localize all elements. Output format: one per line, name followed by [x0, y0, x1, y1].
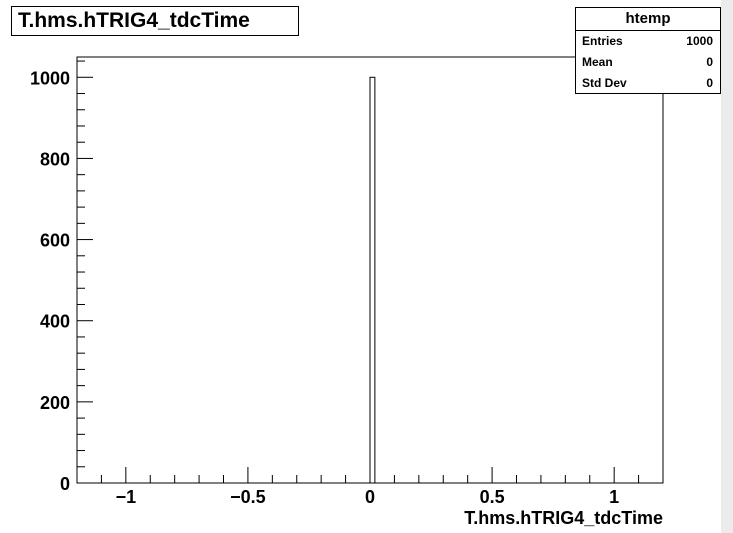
- stats-value: 1000: [686, 34, 713, 48]
- y-tick-label: 400: [40, 312, 70, 332]
- x-tick-label: 0.5: [480, 487, 505, 507]
- stats-title: htemp: [576, 8, 720, 31]
- y-tick-label: 800: [40, 149, 70, 169]
- stats-label: Entries: [582, 34, 623, 48]
- x-tick-label: 0: [365, 487, 375, 507]
- x-tick-label: 1: [609, 487, 619, 507]
- y-tick-label: 1000: [30, 68, 70, 88]
- stats-label: Std Dev: [582, 76, 627, 90]
- stats-box: htemp Entries 1000 Mean 0 Std Dev 0: [575, 7, 721, 94]
- stats-row-stddev: Std Dev 0: [576, 73, 720, 94]
- stats-label: Mean: [582, 55, 613, 69]
- plot-title: T.hms.hTRIG4_tdcTime: [11, 6, 299, 36]
- stats-row-mean: Mean 0: [576, 52, 720, 73]
- x-tick-label: −0.5: [230, 487, 266, 507]
- histogram-bin: [369, 76, 376, 484]
- y-tick-label: 600: [40, 231, 70, 251]
- canvas-edge-strip: [721, 0, 733, 533]
- y-tick-label: 0: [60, 474, 70, 494]
- stats-row-entries: Entries 1000: [576, 31, 720, 52]
- x-tick-label: −1: [116, 487, 137, 507]
- x-axis-title: T.hms.hTRIG4_tdcTime: [464, 508, 663, 528]
- stats-value: 0: [706, 55, 713, 69]
- stats-value: 0: [706, 76, 713, 90]
- y-tick-label: 200: [40, 393, 70, 413]
